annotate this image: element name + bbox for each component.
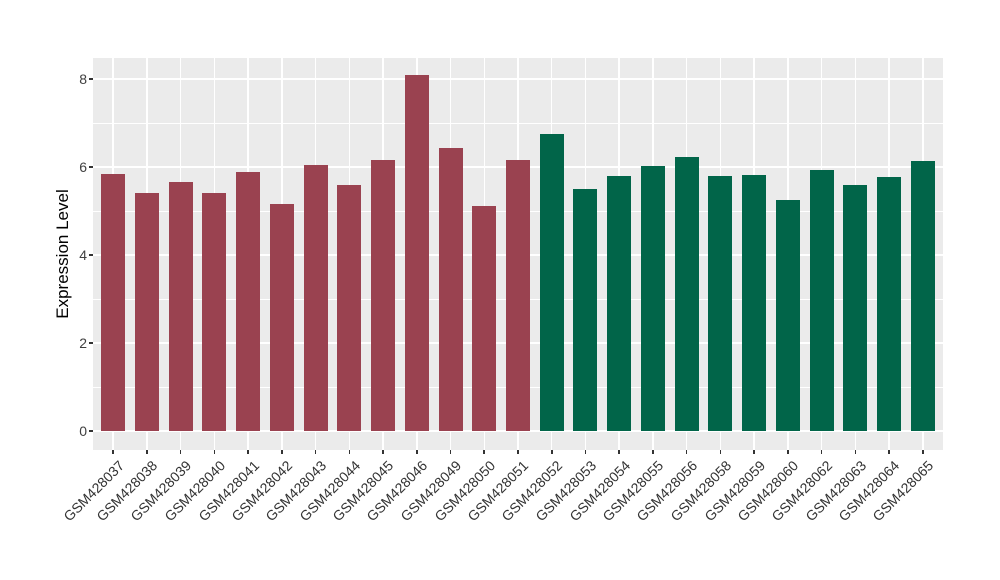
bar-GSM428059 <box>742 174 767 431</box>
x-tick-mark <box>281 450 283 454</box>
bar-GSM428062 <box>809 170 834 431</box>
bar-GSM428056 <box>674 157 699 431</box>
x-tick-mark <box>584 450 587 454</box>
bar-GSM428038 <box>134 192 159 431</box>
bar-GSM428060 <box>775 200 800 431</box>
x-tick-mark <box>179 450 182 454</box>
y-tick-mark <box>89 342 93 344</box>
bar-GSM428043 <box>303 164 328 431</box>
bar-GSM428039 <box>168 182 193 431</box>
x-tick-mark <box>247 450 249 454</box>
bar-GSM428054 <box>607 175 632 431</box>
x-tick-mark <box>483 450 486 454</box>
x-tick-mark <box>685 450 688 454</box>
bar-GSM428037 <box>101 173 126 431</box>
x-tick-mark <box>348 450 351 454</box>
x-tick-mark <box>146 450 148 454</box>
x-tick-mark <box>652 450 654 454</box>
bar-GSM428040 <box>202 193 227 431</box>
y-tick-label: 4 <box>79 247 87 263</box>
x-tick-mark <box>719 450 722 454</box>
y-tick-mark <box>89 166 93 168</box>
bar-GSM428051 <box>506 160 530 431</box>
x-tick-mark <box>888 450 890 454</box>
bar-GSM428064 <box>877 177 902 431</box>
bar-GSM428058 <box>708 175 733 431</box>
bar-GSM428053 <box>573 189 598 431</box>
x-tick-mark <box>416 450 418 454</box>
x-tick-mark <box>854 450 857 454</box>
x-tick-mark <box>314 450 317 454</box>
bar-GSM428050 <box>472 205 497 431</box>
bar-GSM428063 <box>843 185 868 431</box>
y-tick-label: 8 <box>79 71 87 87</box>
x-tick-mark <box>618 450 620 454</box>
x-tick-mark <box>112 450 115 454</box>
y-tick-mark <box>89 430 93 432</box>
x-tick-mark <box>517 450 519 454</box>
x-tick-mark <box>820 450 823 454</box>
y-tick-mark <box>89 254 93 256</box>
y-tick-label: 6 <box>79 159 87 175</box>
y-tick-label: 2 <box>79 335 87 351</box>
x-tick-mark <box>753 450 755 454</box>
bar-GSM428041 <box>236 172 261 431</box>
x-tick-mark <box>449 450 452 454</box>
y-tick-label: 0 <box>79 423 87 439</box>
bar-GSM428046 <box>404 74 429 431</box>
x-tick-mark <box>787 450 789 454</box>
bar-GSM428045 <box>371 159 396 431</box>
x-tick-mark <box>550 450 553 454</box>
y-tick-mark <box>89 78 93 80</box>
bar-GSM428055 <box>640 166 665 431</box>
plot-panel <box>93 58 943 450</box>
bar-GSM428044 <box>337 185 362 431</box>
x-tick-mark <box>921 450 924 454</box>
x-tick-mark <box>213 450 216 454</box>
bar-GSM428042 <box>269 203 294 431</box>
bar-GSM428052 <box>539 134 564 431</box>
bar-GSM428065 <box>910 160 935 431</box>
x-tick-mark <box>382 450 384 454</box>
bar-GSM428049 <box>438 147 463 431</box>
